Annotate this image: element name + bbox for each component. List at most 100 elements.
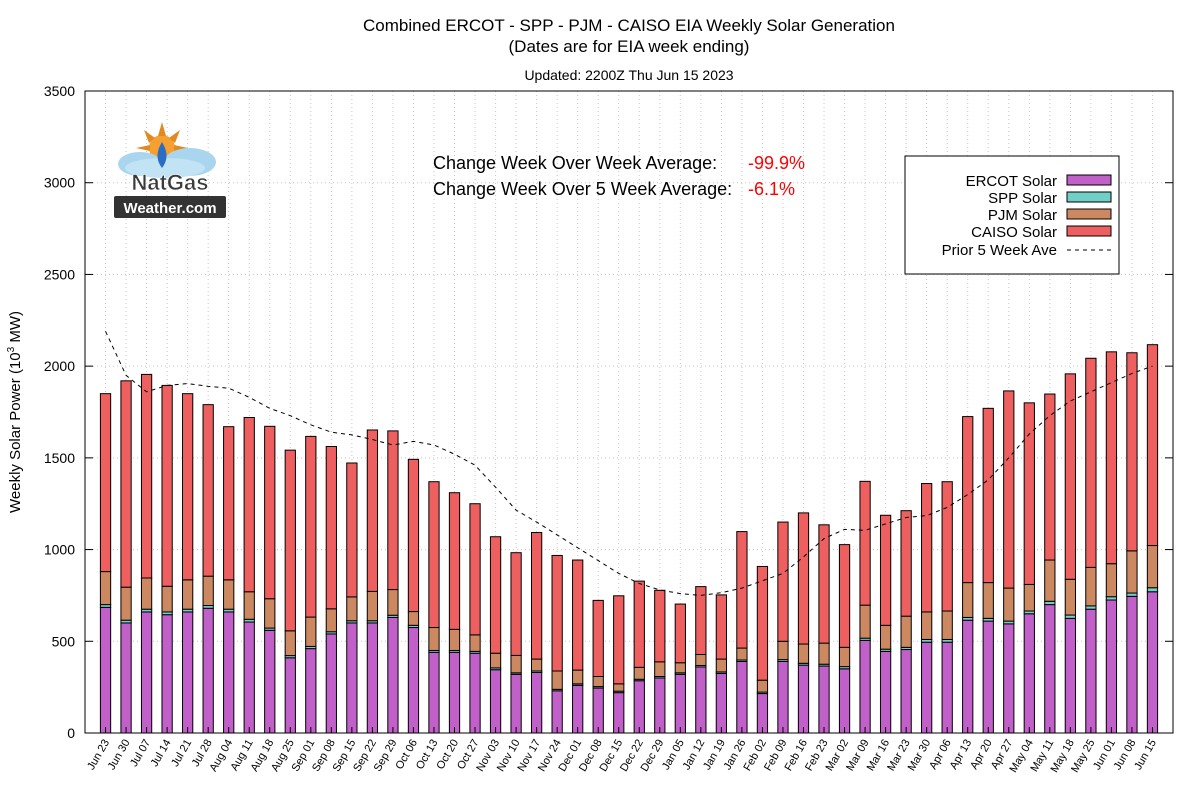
pjm-bar <box>1126 550 1138 594</box>
pjm-bar <box>325 608 337 633</box>
ercot-bar <box>613 692 625 734</box>
ercot-bar <box>530 671 543 734</box>
ercot-bar <box>1126 595 1138 734</box>
legend-caiso-swatch <box>1066 225 1112 237</box>
ercot-bar <box>243 621 255 734</box>
y-tick-label: 3000 <box>44 175 75 191</box>
ercot-bar <box>572 684 584 734</box>
caiso-bar <box>1146 344 1159 547</box>
ercot-bar <box>99 606 112 734</box>
legend-spp-swatch <box>1066 191 1112 203</box>
ercot-bar <box>264 629 276 734</box>
caiso-bar <box>1044 393 1056 561</box>
y-axis-label: Weekly Solar Power (103 MW) <box>6 311 24 513</box>
ercot-bar <box>1044 604 1056 734</box>
pjm-bar <box>859 604 871 639</box>
y-tick-label: 1000 <box>44 542 75 558</box>
caiso-bar <box>1003 390 1015 589</box>
caiso-bar <box>941 481 953 612</box>
pjm-bar <box>489 652 502 669</box>
pjm-bar <box>1085 566 1097 607</box>
pjm-bar <box>243 591 255 620</box>
caiso-bar <box>489 536 502 654</box>
spp-bar <box>1146 587 1159 593</box>
caiso-bar <box>243 417 255 593</box>
pjm-bar <box>510 654 522 674</box>
caiso-bar <box>510 552 522 656</box>
chart-title: Combined ERCOT - SPP - PJM - CAISO EIA W… <box>363 16 895 35</box>
caiso-bar <box>161 384 173 587</box>
caiso-bar <box>654 589 666 663</box>
pjm-bar <box>366 590 379 622</box>
pjm-bar <box>428 627 440 651</box>
pjm-bar <box>941 610 953 640</box>
flame-icon <box>157 142 167 168</box>
plot-frame <box>84 90 1174 734</box>
caiso-bar <box>797 512 810 645</box>
caiso-bar <box>366 429 379 592</box>
pjm-bar <box>346 596 358 622</box>
ercot-bar <box>838 668 851 734</box>
legend-prior-avg-label: Prior 5 Week Ave <box>942 242 1057 259</box>
ercot-bar <box>1023 613 1035 734</box>
pjm-bar <box>140 577 153 610</box>
legend-caiso-label: CAISO Solar <box>971 224 1057 241</box>
y-tick-label: 0 <box>67 725 75 741</box>
updated-text: Updated: 2200Z Thu Jun 15 2023 <box>524 67 734 83</box>
y-tick-label: 3500 <box>44 83 75 99</box>
pjm-bar <box>715 658 728 673</box>
wow-change-value: -99.9% <box>748 153 805 173</box>
bars <box>99 344 1159 734</box>
caiso-bar <box>879 514 892 626</box>
caiso-bar <box>613 595 625 685</box>
pjm-bar <box>674 662 686 674</box>
caiso-bar <box>530 532 543 660</box>
caiso-bar <box>551 554 563 672</box>
ercot-bar <box>654 677 666 734</box>
grid <box>85 91 1173 733</box>
caiso-bar <box>592 599 604 678</box>
caiso-bar <box>736 531 748 649</box>
pjm-bar <box>407 611 420 626</box>
caiso-bar <box>982 407 994 584</box>
cloud-icon <box>118 148 216 178</box>
pjm-bar <box>264 598 276 629</box>
ercot-bar <box>736 660 748 734</box>
caiso-bar <box>407 458 420 613</box>
ercot-bar <box>161 614 173 734</box>
pjm-bar <box>962 582 974 618</box>
ercot-bar <box>182 611 194 734</box>
pjm-bar <box>613 683 625 692</box>
caiso-bar <box>264 425 276 600</box>
ercot-bar <box>695 666 707 734</box>
five-week-change-label: Change Week Over 5 Week Average: <box>433 179 732 199</box>
ercot-bar <box>1105 599 1118 734</box>
caiso-bar <box>140 373 153 579</box>
legend-ercot-label: ERCOT Solar <box>966 173 1057 190</box>
ercot-bar <box>592 687 604 734</box>
caiso-bar <box>120 380 132 588</box>
ercot-bar <box>777 660 789 734</box>
caiso-bar <box>962 416 974 584</box>
pjm-bar <box>633 666 645 680</box>
wow-change-label: Change Week Over Week Average: <box>433 153 717 173</box>
pjm-bar <box>551 670 563 690</box>
caiso-bar <box>346 462 358 598</box>
caiso-bar <box>695 586 707 655</box>
y-tick-label: 500 <box>52 633 76 649</box>
ercot-bar <box>346 622 358 734</box>
y-tick-label: 2500 <box>44 266 75 282</box>
pjm-bar <box>161 585 173 613</box>
caiso-bar <box>325 445 337 610</box>
pjm-bar <box>387 589 399 616</box>
pjm-bar <box>1023 583 1035 612</box>
pjm-bar <box>921 611 933 640</box>
ercot-bar <box>674 673 686 734</box>
ercot-bar <box>1064 617 1076 734</box>
pjm-bar <box>818 642 830 665</box>
pjm-bar <box>654 661 666 678</box>
legend: ERCOT Solar SPP Solar PJM Solar CAISO So… <box>904 155 1120 275</box>
caiso-bar <box>1023 402 1035 585</box>
pjm-bar <box>982 582 994 619</box>
